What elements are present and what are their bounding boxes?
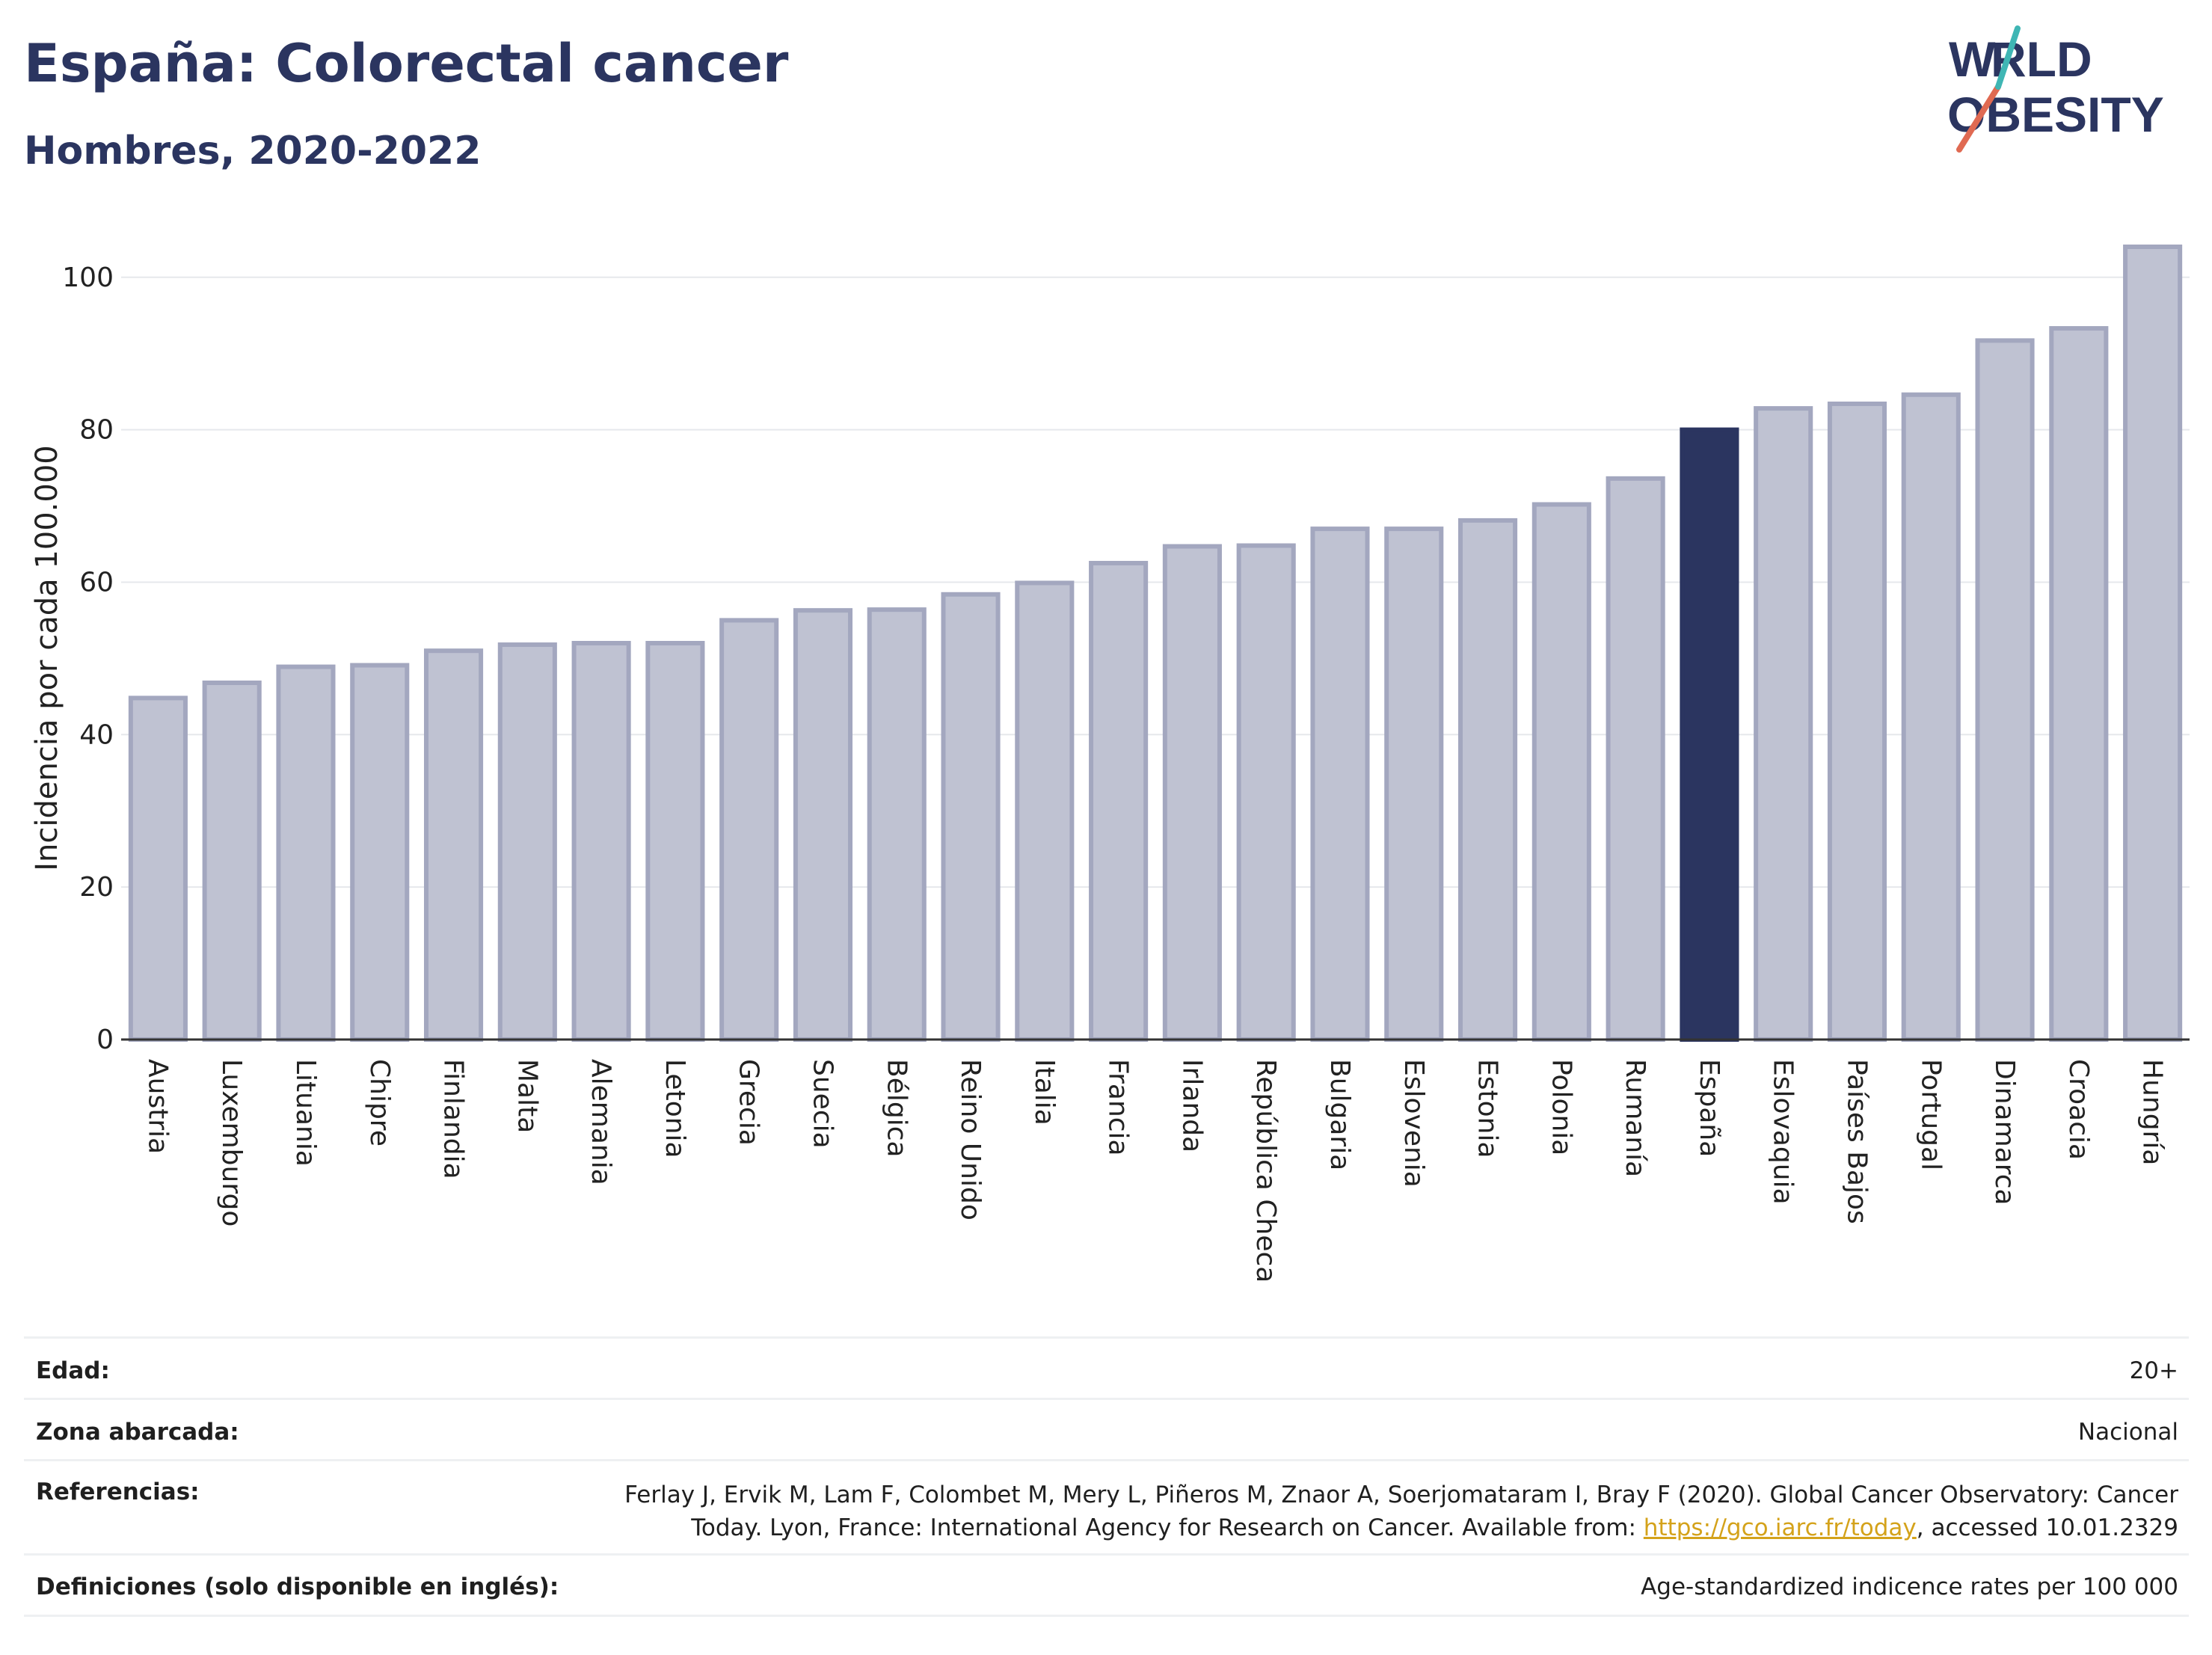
age-label: Edad: — [36, 1357, 110, 1384]
references-text: , accessed 10.01.2329 — [1916, 1514, 2178, 1541]
x-tick-label: Grecia — [734, 1059, 764, 1146]
x-tick-label: Países Bajos — [1841, 1059, 1872, 1224]
bar — [1236, 543, 1296, 1042]
age-value: 20+ — [2129, 1357, 2178, 1384]
bar — [276, 664, 336, 1042]
x-tick-label: República Checa — [1250, 1059, 1281, 1283]
bar — [793, 608, 853, 1042]
x-tick-label: Malta — [511, 1059, 542, 1133]
x-tick-label: Luxemburgo — [216, 1059, 247, 1226]
references-value: Ferlay J, Ervik M, Lam F, Colombet M, Me… — [533, 1479, 2178, 1544]
zone-label: Zona abarcada: — [36, 1419, 239, 1446]
x-tick-label: Italia — [1029, 1059, 1060, 1126]
y-tick-label: 100 — [62, 262, 114, 293]
divider — [24, 1336, 2189, 1339]
references-text: Ferlay J, Ervik M, Lam F, Colombet M, Me… — [624, 1481, 2178, 1508]
x-tick-label: Lituania — [290, 1059, 321, 1167]
x-tick-label: Croacia — [2063, 1059, 2094, 1160]
x-tick-label: Eslovaquia — [1768, 1059, 1798, 1205]
x-tick-label: Portugal — [1915, 1059, 1946, 1170]
definitions-label: Definiciones (solo disponible en inglés)… — [36, 1573, 559, 1600]
divider — [24, 1459, 2189, 1461]
x-tick-label: Dinamarca — [1989, 1059, 2020, 1206]
x-tick-label: Polonia — [1546, 1059, 1576, 1155]
x-tick-label: España — [1694, 1059, 1724, 1157]
x-tick-label: Suecia — [807, 1059, 838, 1149]
divider — [24, 1553, 2189, 1556]
divider — [24, 1398, 2189, 1400]
bar — [867, 607, 927, 1042]
bar — [1089, 560, 1149, 1042]
references-label: Referencias: — [36, 1479, 200, 1505]
bar — [1975, 338, 2035, 1043]
world-obesity-logo: W RLD OBESITY — [1947, 25, 2164, 153]
bar — [1754, 406, 1813, 1043]
chart-title: España: Colorectal cancer — [24, 33, 789, 94]
x-tick-label: Letonia — [660, 1059, 690, 1158]
bar — [2123, 245, 2183, 1042]
bar — [2049, 326, 2109, 1043]
bar — [497, 642, 557, 1042]
bar — [350, 663, 410, 1042]
y-tick-label: 0 — [96, 1025, 114, 1055]
bar — [202, 681, 262, 1042]
divider — [24, 1615, 2189, 1617]
bar — [1384, 526, 1444, 1043]
bar — [1606, 476, 1665, 1043]
x-tick-label: Francia — [1103, 1059, 1134, 1156]
bar — [645, 641, 705, 1042]
bar — [423, 648, 484, 1042]
y-tick-label: 60 — [79, 567, 114, 598]
bar-chart: 0 20 40 60 80 100 Incidencia por cada 100.000 A… — [30, 245, 2190, 1283]
x-tick-label: Finlandia — [438, 1059, 469, 1179]
x-tick-label: Irlanda — [1176, 1059, 1207, 1152]
bar — [1901, 392, 1961, 1042]
y-axis-label: Incidencia por cada 100.000 — [30, 445, 64, 871]
chart-subtitle: Hombres, 2020-2022 — [24, 129, 482, 174]
bar — [719, 618, 779, 1042]
bar — [1827, 401, 1887, 1042]
definitions-value: Age-standardized indicence rates per 100… — [1641, 1573, 2178, 1600]
x-tick-label: Alemania — [586, 1059, 616, 1185]
bar — [1162, 544, 1222, 1042]
x-tick-label: Rumanía — [1620, 1059, 1650, 1177]
bar — [1015, 580, 1075, 1042]
x-tick-label: Reino Unido — [955, 1059, 986, 1220]
x-tick-label: Austria — [142, 1059, 173, 1154]
svg-text:W: W — [1949, 31, 1996, 87]
y-tick-label: 40 — [79, 719, 114, 750]
references-link[interactable]: https://gco.iarc.fr/today — [1643, 1514, 1917, 1541]
bar — [1680, 427, 1739, 1043]
x-tick-label: Bélgica — [881, 1059, 912, 1158]
bar — [1310, 526, 1370, 1043]
y-tick-label: 80 — [79, 415, 114, 446]
zone-value: Nacional — [2077, 1419, 2178, 1446]
bar — [571, 641, 631, 1042]
bar — [941, 592, 1001, 1042]
x-tick-label: Chipre — [364, 1059, 395, 1146]
x-tick-label: Bulgaria — [1324, 1059, 1355, 1170]
bar — [128, 696, 188, 1043]
x-tick-label: Eslovenia — [1398, 1059, 1429, 1188]
references-text: Today. Lyon, France: International Agenc… — [691, 1514, 1644, 1541]
x-tick-label: Estonia — [1472, 1059, 1503, 1158]
bar — [1457, 518, 1518, 1042]
y-tick-label: 20 — [79, 872, 114, 903]
x-tick-label: Hungría — [2137, 1059, 2168, 1165]
bar — [1531, 502, 1591, 1042]
